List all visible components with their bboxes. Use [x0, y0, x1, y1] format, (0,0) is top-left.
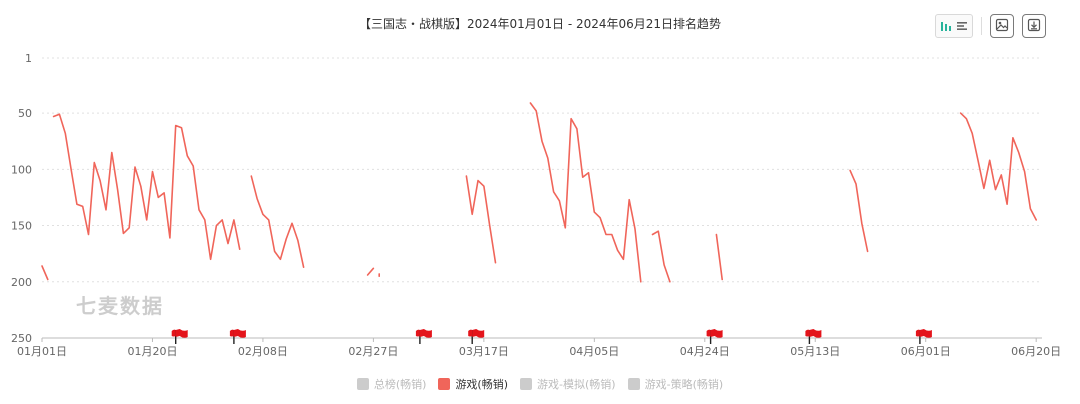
legend-item[interactable]: 游戏-模拟(畅销) — [520, 376, 616, 392]
legend-label: 游戏-模拟(畅销) — [537, 378, 616, 391]
flag-marker[interactable] — [171, 329, 188, 344]
x-tick-label: 01月01日 — [17, 345, 67, 358]
save-image-button[interactable] — [990, 14, 1014, 38]
legend-item[interactable]: 游戏(畅销) — [438, 376, 508, 392]
x-tick-label: 04月24日 — [680, 345, 730, 358]
x-tick-label: 03月17日 — [459, 345, 509, 358]
flag-marker[interactable] — [229, 329, 246, 344]
series-line-segment[interactable] — [529, 102, 642, 283]
flag-marker[interactable] — [805, 329, 822, 344]
chart-legend: 总榜(畅销) 游戏(畅销) 游戏-模拟(畅销) 游戏-策略(畅销) — [0, 376, 1080, 392]
y-tick-label: 50 — [18, 107, 32, 120]
y-tick-label: 200 — [11, 276, 32, 289]
flag-marker[interactable] — [706, 329, 723, 344]
x-tick-label: 05月13日 — [790, 345, 840, 358]
legend-label: 游戏-策略(畅销) — [644, 378, 724, 391]
legend-item[interactable]: 总榜(畅销) — [356, 376, 427, 392]
y-tick-label: 250 — [11, 332, 32, 345]
series-line-segment[interactable] — [366, 267, 375, 276]
series-line-segment[interactable] — [959, 112, 1037, 221]
bar-view-icon[interactable] — [940, 17, 952, 36]
flag-marker[interactable] — [468, 329, 485, 344]
series-line-segment[interactable] — [651, 230, 671, 283]
save-image-icon — [995, 17, 1009, 36]
list-view-icon[interactable] — [956, 17, 968, 36]
series-line-segment[interactable] — [250, 175, 305, 269]
series-line-segment[interactable] — [849, 169, 869, 253]
legend-item[interactable]: 游戏-策略(畅销) — [627, 376, 724, 392]
legend-label: 总榜(畅销) — [373, 378, 427, 391]
legend-swatch — [627, 378, 640, 390]
chart-toolbar — [935, 14, 1046, 38]
series-line-segment[interactable] — [52, 113, 241, 261]
y-tick-label: 150 — [11, 220, 32, 233]
download-button[interactable] — [1022, 14, 1046, 38]
flag-marker[interactable] — [915, 329, 932, 344]
series-line-segment[interactable] — [465, 175, 497, 264]
legend-swatch — [438, 378, 451, 390]
download-icon — [1027, 17, 1041, 36]
x-tick-label: 01月20日 — [127, 345, 177, 358]
x-tick-label: 06月01日 — [901, 345, 951, 358]
x-tick-label: 02月08日 — [238, 345, 288, 358]
x-tick-label: 04月05日 — [569, 345, 619, 358]
view-toggle[interactable] — [935, 14, 973, 38]
x-tick-label: 02月27日 — [348, 345, 398, 358]
toolbar-divider — [981, 17, 982, 35]
legend-swatch — [356, 378, 369, 390]
y-tick-label: 100 — [11, 163, 32, 176]
series-line-segment[interactable] — [715, 233, 724, 281]
watermark: 七麦数据 — [76, 294, 164, 318]
series-line-segment[interactable] — [41, 265, 49, 281]
flag-marker[interactable] — [415, 329, 432, 344]
x-tick-label: 06月20日 — [1011, 345, 1061, 358]
chart-title: 【三国志・战棋版】2024年01月01日 - 2024年06月21日排名趋势 — [358, 17, 722, 31]
y-tick-label: 1 — [25, 52, 32, 65]
legend-label: 游戏(畅销) — [455, 378, 509, 391]
legend-swatch — [520, 378, 533, 390]
